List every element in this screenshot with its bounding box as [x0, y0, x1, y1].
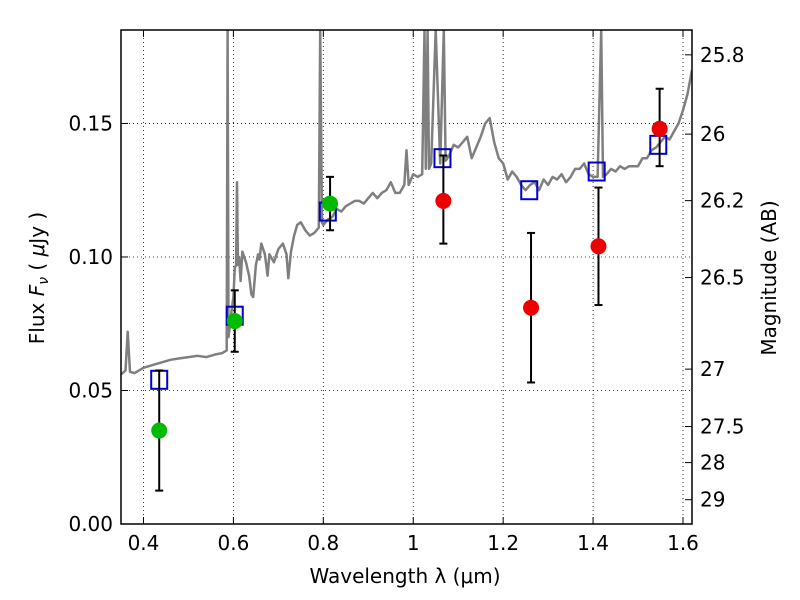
x-tick-label: 1.6 [667, 531, 699, 555]
axes: 0.4 0.6 0.8 1 1.2 1.4 1.6 0.00 0.05 0.10 0.15 25.8 2… [68, 29, 745, 555]
model-square-point [520, 180, 539, 201]
plot-area [121, 30, 692, 492]
red-data-point [435, 192, 452, 209]
spectrum-line [121, 30, 692, 376]
red-data-point [523, 299, 540, 316]
right-tick-label: 27 [700, 357, 725, 381]
right-tick-label: 29 [700, 488, 725, 512]
y-tick-label: 0.10 [68, 245, 113, 269]
red-data-point [590, 238, 607, 255]
green-data-point [322, 195, 339, 212]
right-axis-label: Magnitude (AB) [757, 200, 781, 355]
plot-frame [120, 29, 693, 525]
right-tick-label: 26 [700, 122, 725, 146]
y-axis-label: Flux Fν ( μJy ) [25, 212, 52, 344]
right-tick-label: 26.2 [700, 189, 745, 213]
green-data-point [226, 313, 243, 330]
right-tick-label: 27.5 [700, 415, 745, 439]
y-tick-label: 0.00 [68, 512, 113, 536]
right-tick-label: 26.5 [700, 266, 745, 290]
x-tick-label: 0.4 [128, 531, 160, 555]
x-tick-label: 1.4 [577, 531, 609, 555]
grid-lines [121, 30, 692, 524]
right-tick-label: 25.8 [700, 43, 745, 67]
green-data-point [151, 422, 168, 439]
red-data-point [651, 120, 668, 137]
right-tick-label: 28 [700, 451, 725, 475]
x-tick-label: 1 [407, 531, 420, 555]
x-axis-label: Wavelength λ (μm) [309, 564, 500, 588]
x-tick-label: 0.8 [307, 531, 339, 555]
y-tick-label: 0.15 [68, 111, 113, 135]
model-square-point [587, 161, 606, 182]
y-tick-label: 0.05 [68, 378, 113, 402]
x-tick-label: 1.2 [487, 531, 519, 555]
x-tick-label: 0.6 [217, 531, 249, 555]
